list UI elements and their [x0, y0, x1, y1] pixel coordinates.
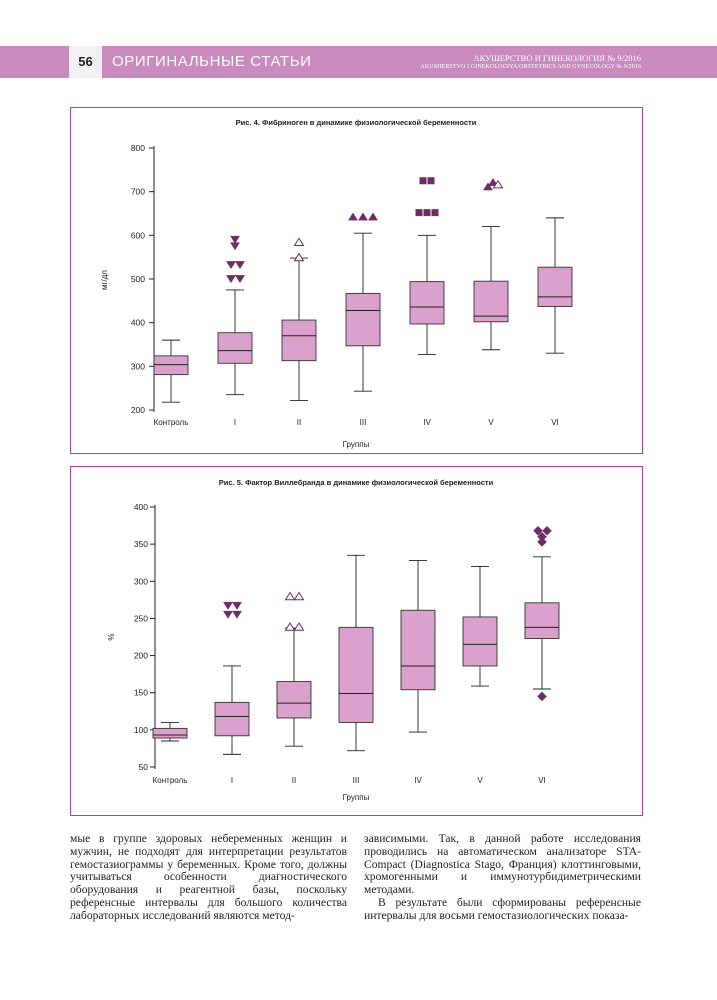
outlier-square [415, 209, 423, 217]
box-6 [524, 602, 560, 639]
y-tick-label: 800 [131, 143, 145, 153]
body-column-right: зависимыми. Так, в данной работе исследо… [364, 832, 641, 923]
box-6 [537, 266, 573, 307]
outlier-triangle-open [284, 591, 296, 601]
outlier-triangle-open [293, 237, 305, 246]
body-paragraph: мые в группе здоровых небеременных женщи… [70, 832, 347, 922]
y-tick-label: 400 [134, 502, 148, 512]
outlier-diamond [533, 525, 543, 536]
box-4 [400, 609, 436, 691]
y-tick-label: 200 [131, 405, 145, 415]
body-paragraph: В результате были сформированы референсн… [364, 895, 641, 922]
y-tick-label: 200 [134, 651, 148, 661]
outlier-diamond [537, 537, 547, 547]
box-0 [153, 355, 189, 376]
figure-4-chart: Рис. 4. Фибриноген в динамике физиологич… [100, 118, 573, 449]
y-tick-label: 100 [134, 725, 148, 735]
y-tick-label: 300 [131, 361, 145, 371]
outlier-triangle-open [284, 622, 296, 631]
box-5 [473, 280, 509, 323]
y-tick-label: 50 [139, 762, 149, 772]
x-tick-label: IV [414, 776, 422, 785]
y-axis-label: % [107, 633, 116, 640]
x-tick-label: II [292, 776, 296, 785]
outlier-triangle-down [230, 235, 240, 244]
outlier-triangle-down [230, 242, 240, 251]
x-axis-label: Группы [343, 793, 370, 802]
y-tick-label: 150 [134, 688, 148, 698]
y-tick-label: 700 [131, 187, 145, 197]
y-tick-label: 350 [134, 539, 148, 549]
outlier-triangle [368, 212, 378, 221]
outlier-diamond [542, 525, 552, 536]
body-column-left: мые в группе здоровых небеременных женщи… [70, 832, 347, 923]
box-2 [276, 681, 312, 719]
x-tick-label: Контроль [153, 776, 188, 785]
x-tick-label: VI [551, 418, 559, 427]
outlier-triangle [358, 212, 368, 221]
box-5 [462, 616, 498, 667]
outlier-triangle-down [223, 610, 233, 619]
outlier-square [419, 177, 427, 185]
x-tick-label: IV [423, 418, 431, 427]
outlier-square [423, 209, 431, 217]
journal-title: АКУШЕРСТВО И ГИНЕКОЛОГИЯ № 9/2016 [473, 53, 641, 63]
journal-info: АКУШЕРСТВО И ГИНЕКОЛОГИЯ № 9/2016 AKUSHE… [420, 54, 641, 72]
outlier-triangle-down [223, 601, 233, 610]
outlier-triangle-open [293, 591, 305, 601]
outlier-diamond [537, 691, 547, 702]
x-tick-label: I [231, 776, 233, 785]
outlier-triangle-down [235, 261, 245, 270]
y-tick-label: 500 [131, 274, 145, 284]
box-2 [281, 319, 317, 362]
box-3 [338, 626, 374, 723]
journal-title-en: AKUSHERSTVO I GINEKOLOGIYA/OBSTETRICS AN… [420, 64, 641, 70]
x-tick-label: Контроль [154, 418, 189, 427]
body-paragraph: зависимыми. Так, в данной работе исследо… [364, 832, 641, 897]
x-tick-label: III [353, 776, 360, 785]
x-tick-label: III [360, 418, 367, 427]
outlier-square [431, 209, 439, 217]
outlier-triangle-open [293, 622, 305, 631]
figure-5-chart: Рис. 5. Фактор Виллебранда в динамике фи… [107, 478, 560, 802]
outlier-triangle-open [293, 252, 305, 262]
y-tick-label: 600 [131, 230, 145, 240]
outlier-triangle-down [232, 610, 242, 619]
outlier-triangle-down [226, 275, 236, 284]
y-tick-label: 300 [134, 576, 148, 586]
outlier-triangle-open [492, 179, 504, 189]
outlier-triangle [348, 212, 358, 221]
page-number: 56 [69, 46, 102, 78]
section-title: ОРИГИНАЛЬНЫЕ СТАТЬИ [112, 53, 312, 70]
outlier-square [427, 177, 435, 185]
x-tick-label: I [234, 418, 236, 427]
box-0 [152, 727, 188, 739]
x-tick-label: V [477, 776, 483, 785]
outlier-triangle-down [232, 601, 242, 610]
x-tick-label: VI [538, 776, 546, 785]
y-axis-label: мг/дл [100, 270, 109, 290]
x-tick-label: V [488, 418, 494, 427]
outlier-triangle [483, 182, 493, 191]
outlier-triangle [488, 177, 498, 186]
figure-4: Рис. 4. Фибриноген в динамике физиологич… [70, 107, 643, 454]
y-tick-label: 250 [134, 613, 148, 623]
figure-5: Рис. 5. Фактор Виллебранда в динамике фи… [70, 466, 643, 816]
box-1 [217, 332, 253, 364]
box-1 [214, 701, 250, 737]
chart-title: Рис. 5. Фактор Виллебранда в динамике фи… [219, 478, 494, 487]
box-4 [409, 281, 445, 325]
box-3 [345, 292, 381, 347]
x-tick-label: II [297, 418, 301, 427]
y-tick-label: 400 [131, 318, 145, 328]
chart-title: Рис. 4. Фибриноген в динамике физиологич… [236, 118, 477, 127]
outlier-triangle-down [235, 275, 245, 284]
page-header-bar [0, 46, 717, 78]
x-axis-label: Группы [343, 440, 370, 449]
outlier-triangle-down [226, 261, 236, 270]
